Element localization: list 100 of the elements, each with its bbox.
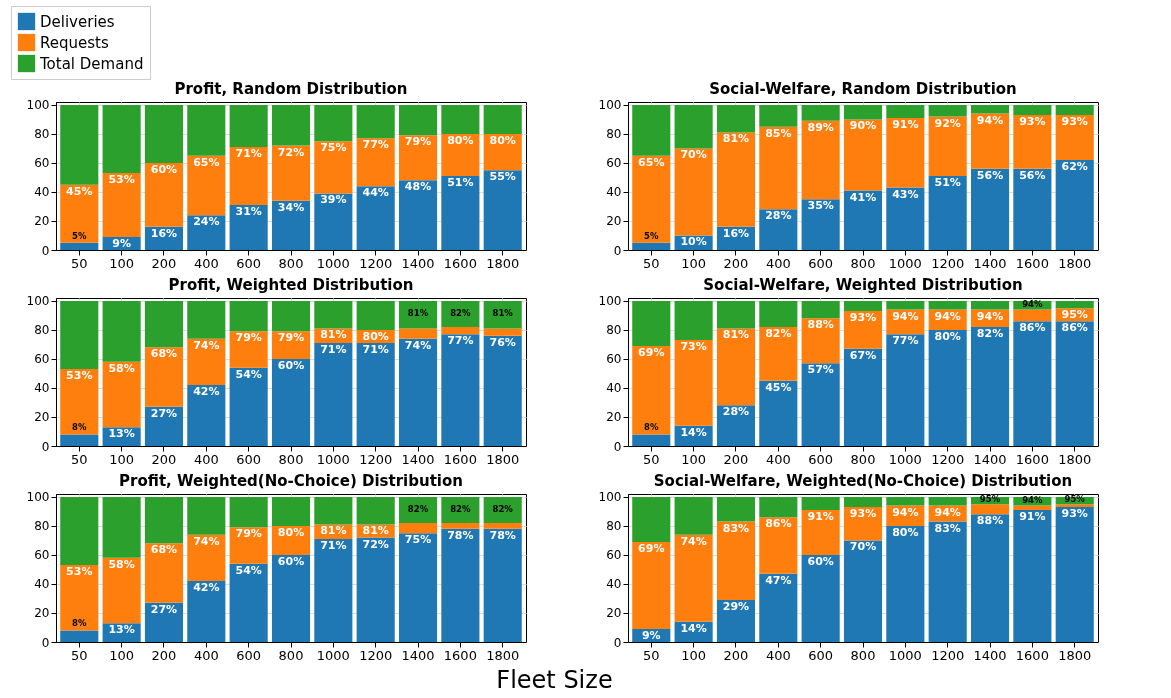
bar xyxy=(674,104,713,149)
annotation: 81% xyxy=(492,308,514,319)
annotation: 74% xyxy=(193,534,220,548)
data-label: 60% xyxy=(277,358,305,372)
annotation: 65% xyxy=(638,155,665,169)
data-label: 9% xyxy=(112,236,131,250)
bar xyxy=(928,176,967,250)
bar xyxy=(970,300,1010,310)
bar xyxy=(441,334,480,446)
annotation: 71% xyxy=(235,146,262,160)
annotation: 81% xyxy=(722,132,750,146)
bar xyxy=(398,104,438,136)
annotation: 80% xyxy=(489,133,516,147)
data-label: 60% xyxy=(807,554,834,568)
bar xyxy=(314,496,353,525)
bar xyxy=(928,116,967,176)
data-label: 91% xyxy=(1019,509,1046,523)
bar xyxy=(759,209,798,250)
x-tick-label: 1200 xyxy=(359,647,393,663)
data-label: 57% xyxy=(807,363,834,377)
annotation: 70% xyxy=(680,148,707,162)
x-tick-label: 400 xyxy=(765,255,791,271)
x-tick-label: 1200 xyxy=(359,255,393,271)
data-label: 16% xyxy=(150,226,178,240)
y-tick-label: 0 xyxy=(41,439,50,454)
annotation: 94% xyxy=(976,309,1004,323)
annotation: 79% xyxy=(235,331,262,345)
y-tick-label: 40 xyxy=(606,381,622,396)
annotation: 95% xyxy=(1061,308,1088,322)
bar xyxy=(970,327,1010,446)
bar xyxy=(441,523,480,529)
x-tick-label: 600 xyxy=(236,451,262,467)
bar xyxy=(60,434,99,446)
bar xyxy=(674,496,713,535)
data-label: 8% xyxy=(72,618,87,629)
x-tick-label: 1000 xyxy=(888,451,922,467)
bar xyxy=(632,104,671,156)
annotation: 81% xyxy=(362,524,389,538)
x-tick-label: 1200 xyxy=(931,255,965,271)
data-label: 78% xyxy=(489,528,516,542)
bar xyxy=(398,180,438,250)
annotation: 75% xyxy=(320,141,347,155)
bar xyxy=(843,119,883,191)
x-tick-label: 50 xyxy=(71,451,88,467)
bar xyxy=(1055,160,1094,250)
x-tick-label: 100 xyxy=(109,647,135,663)
x-tick-label: 1200 xyxy=(931,647,965,663)
bar xyxy=(1013,505,1052,510)
annotation: 58% xyxy=(108,361,135,375)
bar xyxy=(314,538,353,642)
data-label: 44% xyxy=(362,186,389,200)
bar xyxy=(801,300,840,319)
bar xyxy=(716,328,756,406)
annotation: 81% xyxy=(320,328,347,342)
bar xyxy=(271,145,311,201)
x-tick-label: 100 xyxy=(681,451,707,467)
annotation: 53% xyxy=(66,565,93,579)
bar xyxy=(928,104,967,117)
annotation: 81% xyxy=(722,328,750,342)
data-label: 78% xyxy=(447,528,474,542)
bar xyxy=(187,385,226,446)
annotation: 89% xyxy=(807,120,834,134)
bar xyxy=(886,104,925,118)
chart-title: Social-Welfare, Random Distribution xyxy=(709,79,1017,98)
y-tick-label: 80 xyxy=(34,127,50,142)
data-label: 16% xyxy=(722,226,750,240)
x-tick-label: 1000 xyxy=(316,255,350,271)
x-tick-label: 400 xyxy=(765,647,791,663)
data-label: 77% xyxy=(447,334,474,348)
annotation: 80% xyxy=(277,525,305,539)
bar xyxy=(356,496,395,525)
annotation: 60% xyxy=(150,162,178,176)
x-tick-label: 400 xyxy=(193,647,219,663)
y-tick-label: 0 xyxy=(41,243,50,258)
bar xyxy=(398,523,438,534)
x-tick-label: 1400 xyxy=(401,255,435,271)
x-tick-label: 1400 xyxy=(973,451,1007,467)
bar xyxy=(632,541,671,629)
data-label: 71% xyxy=(362,342,389,356)
bar xyxy=(314,104,353,142)
bar xyxy=(886,300,925,310)
data-label: 56% xyxy=(976,168,1004,182)
bar xyxy=(483,523,522,529)
bar xyxy=(674,148,713,236)
bar xyxy=(60,104,99,185)
bar xyxy=(187,338,226,386)
bar xyxy=(1013,509,1052,642)
data-label: 71% xyxy=(320,538,347,552)
x-tick-label: 600 xyxy=(236,255,262,271)
x-tick-label: 1600 xyxy=(443,451,477,467)
bar xyxy=(632,242,671,250)
annotation: 94% xyxy=(1022,494,1044,505)
bar xyxy=(483,528,522,642)
y-tick-label: 20 xyxy=(34,214,50,229)
bar xyxy=(144,300,184,348)
bar xyxy=(716,496,756,522)
data-label: 35% xyxy=(807,199,834,213)
bar xyxy=(1055,507,1094,642)
data-label: 80% xyxy=(934,329,961,343)
data-label: 75% xyxy=(404,533,432,547)
